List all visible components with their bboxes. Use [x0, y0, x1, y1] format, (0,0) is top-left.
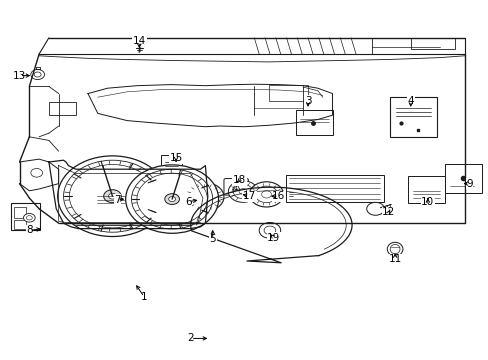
Text: 17: 17: [242, 191, 256, 201]
Circle shape: [261, 191, 271, 198]
Bar: [11, 203, 40, 230]
Circle shape: [137, 173, 207, 225]
Circle shape: [264, 226, 275, 235]
Bar: [268, 85, 307, 101]
Circle shape: [103, 190, 121, 203]
Text: 11: 11: [387, 254, 401, 264]
Circle shape: [198, 192, 210, 202]
Circle shape: [190, 187, 218, 207]
Bar: [14, 207, 26, 218]
Circle shape: [34, 72, 41, 77]
Text: 8: 8: [26, 225, 33, 235]
Circle shape: [31, 168, 42, 177]
Bar: [295, 110, 332, 135]
Bar: [161, 155, 182, 168]
FancyBboxPatch shape: [224, 179, 248, 195]
Circle shape: [228, 181, 257, 202]
Circle shape: [164, 194, 179, 204]
Text: 2: 2: [187, 333, 194, 343]
Circle shape: [184, 183, 224, 211]
Circle shape: [69, 165, 155, 228]
Text: 7: 7: [114, 195, 121, 205]
Circle shape: [131, 169, 212, 229]
Text: 13: 13: [13, 71, 26, 81]
Circle shape: [58, 156, 167, 237]
Bar: [14, 220, 26, 229]
Circle shape: [125, 165, 218, 233]
Text: 3: 3: [304, 96, 311, 106]
Circle shape: [366, 202, 384, 215]
Bar: [49, 102, 76, 115]
Bar: [285, 175, 383, 202]
Text: 14: 14: [132, 36, 146, 46]
Circle shape: [31, 69, 44, 80]
Text: 18: 18: [232, 175, 246, 185]
Text: 1: 1: [141, 292, 147, 302]
Circle shape: [26, 216, 32, 220]
Bar: [93, 185, 129, 205]
Circle shape: [255, 186, 277, 203]
Ellipse shape: [386, 242, 402, 256]
Circle shape: [168, 197, 175, 202]
Text: 12: 12: [381, 207, 395, 217]
Text: 4: 4: [407, 96, 413, 106]
Bar: [444, 164, 481, 193]
Text: 9: 9: [465, 179, 472, 189]
Circle shape: [249, 182, 283, 207]
Bar: [389, 97, 436, 137]
Text: 19: 19: [266, 233, 280, 243]
Ellipse shape: [389, 244, 399, 254]
Circle shape: [239, 189, 246, 194]
Circle shape: [23, 213, 35, 222]
Circle shape: [233, 184, 252, 199]
Circle shape: [259, 222, 280, 238]
Bar: [407, 176, 444, 203]
Circle shape: [63, 160, 161, 232]
Text: 10: 10: [421, 197, 433, 207]
Circle shape: [108, 193, 116, 199]
Text: 5: 5: [209, 234, 216, 244]
Text: 16: 16: [271, 191, 285, 201]
Text: 15: 15: [169, 153, 183, 163]
Text: 6: 6: [184, 197, 191, 207]
